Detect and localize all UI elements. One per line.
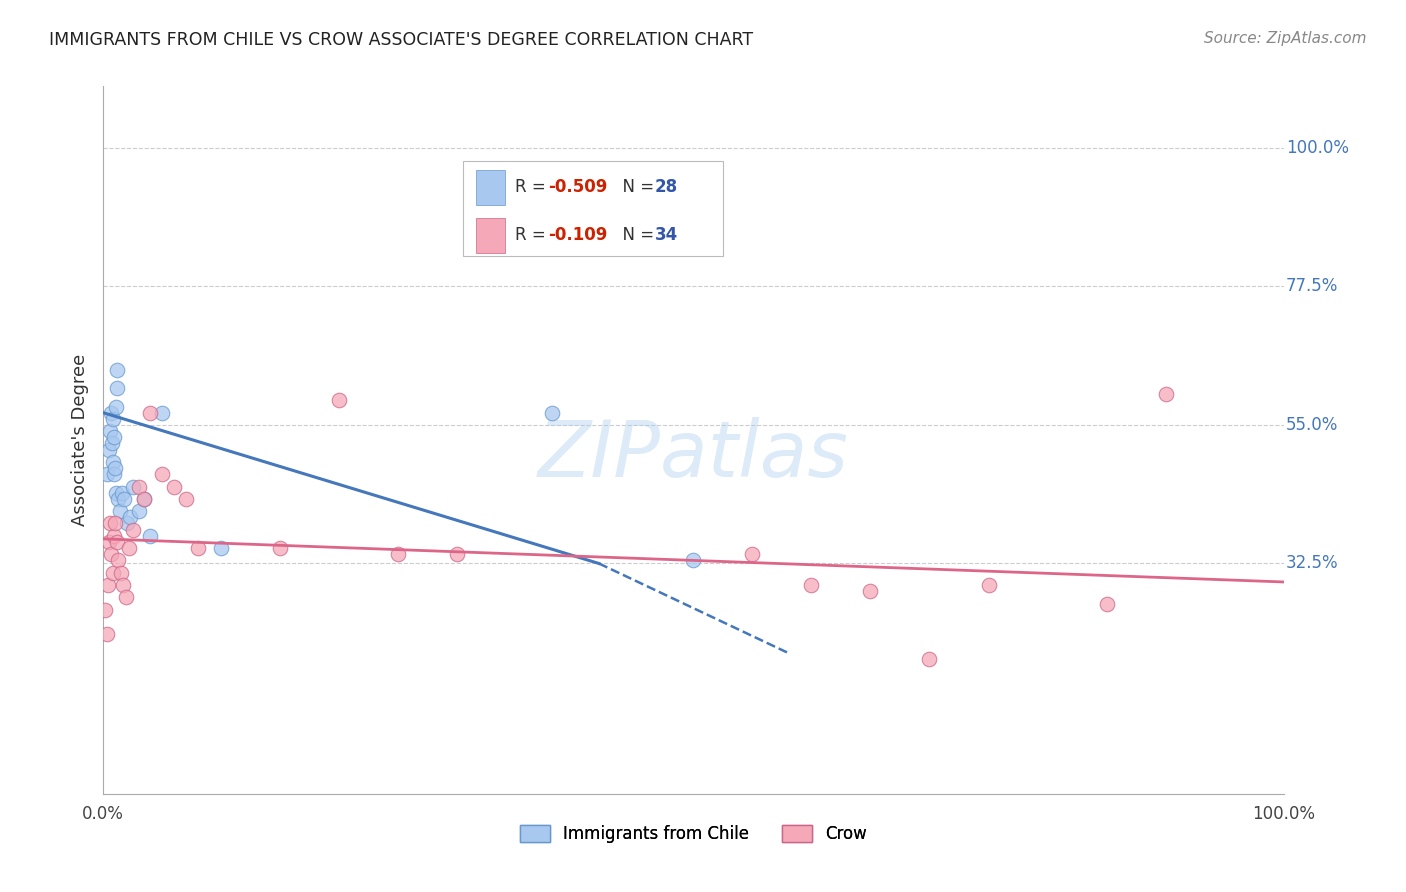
Legend: Immigrants from Chile, Crow: Immigrants from Chile, Crow	[513, 818, 875, 850]
Point	[105, 535, 128, 549]
Point	[139, 406, 162, 420]
Point	[977, 578, 1000, 592]
Point	[269, 541, 291, 555]
Point	[107, 553, 129, 567]
Point	[105, 362, 128, 376]
Text: 55.0%: 55.0%	[1286, 416, 1339, 434]
Point	[103, 529, 125, 543]
Text: -0.509: -0.509	[548, 178, 607, 196]
Point	[134, 491, 156, 506]
Point	[150, 406, 173, 420]
Point	[104, 516, 127, 531]
Point	[103, 467, 125, 482]
Point	[150, 467, 173, 482]
Point	[800, 578, 823, 592]
Point	[98, 442, 121, 457]
Point	[97, 578, 120, 592]
Point	[108, 504, 131, 518]
Point	[134, 491, 156, 506]
Point	[100, 406, 122, 420]
Point	[110, 566, 132, 580]
Point	[187, 541, 209, 555]
Point	[111, 485, 134, 500]
Point	[101, 412, 124, 426]
Point	[128, 479, 150, 493]
Text: R =: R =	[515, 227, 551, 244]
Point	[98, 424, 121, 438]
Point	[112, 578, 135, 592]
Point	[104, 461, 127, 475]
Point	[540, 406, 562, 420]
Point	[100, 547, 122, 561]
Text: N =: N =	[612, 227, 659, 244]
Text: 100.0%: 100.0%	[1286, 139, 1348, 157]
Point	[104, 485, 127, 500]
Point	[101, 566, 124, 580]
Point	[107, 491, 129, 506]
Point	[741, 547, 763, 561]
Text: 77.5%: 77.5%	[1286, 277, 1339, 295]
Point	[139, 529, 162, 543]
Point	[101, 436, 124, 450]
Point	[105, 381, 128, 395]
Text: Source: ZipAtlas.com: Source: ZipAtlas.com	[1204, 31, 1367, 46]
Point	[682, 553, 704, 567]
Point	[1095, 597, 1118, 611]
Point	[118, 541, 141, 555]
Text: N =: N =	[612, 178, 659, 196]
Point	[446, 547, 468, 561]
Point	[174, 491, 197, 506]
Point	[120, 510, 142, 524]
Point	[105, 400, 128, 414]
Text: 34: 34	[654, 227, 678, 244]
Text: ZIPatlas: ZIPatlas	[538, 417, 849, 492]
Point	[121, 479, 143, 493]
Point	[115, 516, 138, 531]
FancyBboxPatch shape	[477, 169, 505, 205]
Point	[96, 627, 118, 641]
Point	[112, 491, 135, 506]
Text: 32.5%: 32.5%	[1286, 555, 1339, 573]
Text: 28: 28	[654, 178, 678, 196]
Point	[94, 602, 117, 616]
Point	[103, 430, 125, 444]
FancyBboxPatch shape	[477, 218, 505, 253]
Point	[1154, 387, 1177, 401]
Point	[859, 584, 882, 599]
Point	[163, 479, 186, 493]
Point	[114, 591, 136, 605]
FancyBboxPatch shape	[463, 161, 723, 256]
Point	[328, 393, 350, 408]
Point	[918, 652, 941, 666]
Point	[209, 541, 232, 555]
Point	[98, 516, 121, 531]
Y-axis label: Associate's Degree: Associate's Degree	[72, 354, 89, 526]
Point	[101, 455, 124, 469]
Point	[387, 547, 409, 561]
Point	[96, 467, 118, 482]
Text: R =: R =	[515, 178, 551, 196]
Text: -0.109: -0.109	[548, 227, 607, 244]
Point	[98, 535, 121, 549]
Point	[121, 523, 143, 537]
Text: IMMIGRANTS FROM CHILE VS CROW ASSOCIATE'S DEGREE CORRELATION CHART: IMMIGRANTS FROM CHILE VS CROW ASSOCIATE'…	[49, 31, 754, 49]
Point	[128, 504, 150, 518]
